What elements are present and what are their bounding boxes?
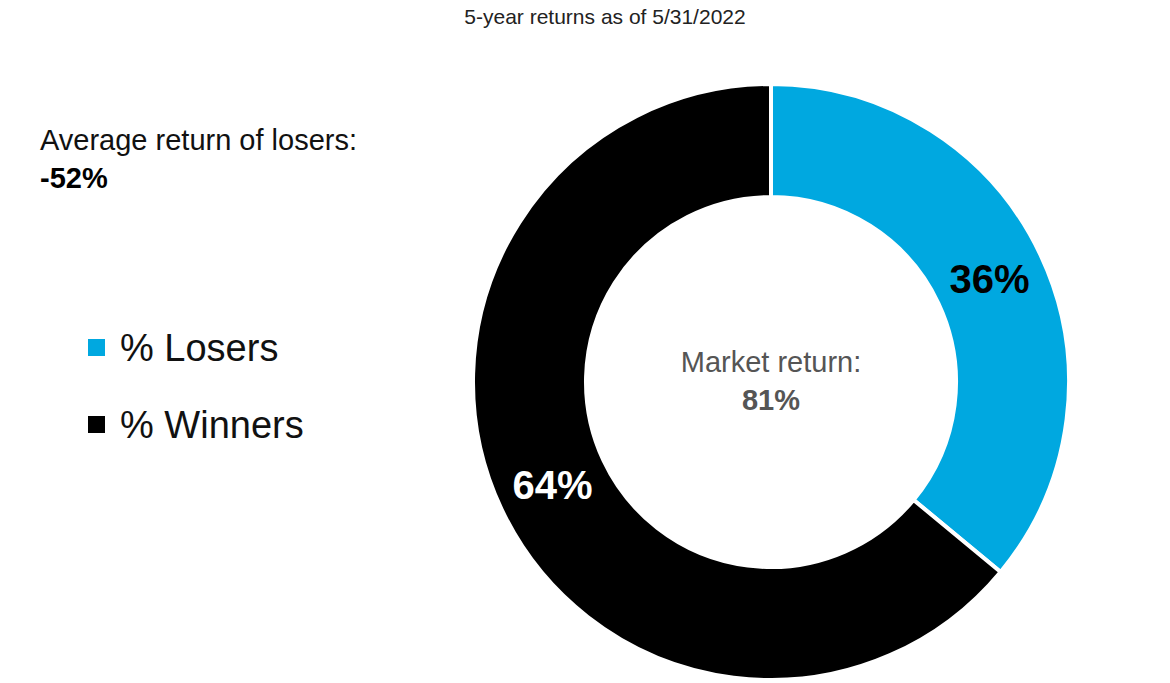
data-label: 64% <box>512 463 592 507</box>
donut <box>473 84 1069 680</box>
annotation-value: -52% <box>40 162 108 194</box>
annotation-text: Market return: <box>681 346 862 378</box>
annotation-value: 81% <box>742 384 800 416</box>
chart: 5-year returns as of 5/31/2022 36% 64% % Lo… <box>0 0 1170 683</box>
legend: % Losers % Winners <box>88 327 304 446</box>
slice <box>771 84 1069 572</box>
data-label: 36% <box>949 257 1029 301</box>
data-labels: 36% 64% <box>512 257 1029 507</box>
legend-swatch <box>88 339 105 356</box>
slice <box>473 84 1001 680</box>
legend-label: % Losers <box>120 327 278 369</box>
annotation-text: Average return of losers: <box>40 124 357 156</box>
legend-swatch <box>88 416 105 433</box>
legend-label: % Winners <box>120 404 304 446</box>
subtitle: 5-year returns as of 5/31/2022 <box>464 5 745 28</box>
